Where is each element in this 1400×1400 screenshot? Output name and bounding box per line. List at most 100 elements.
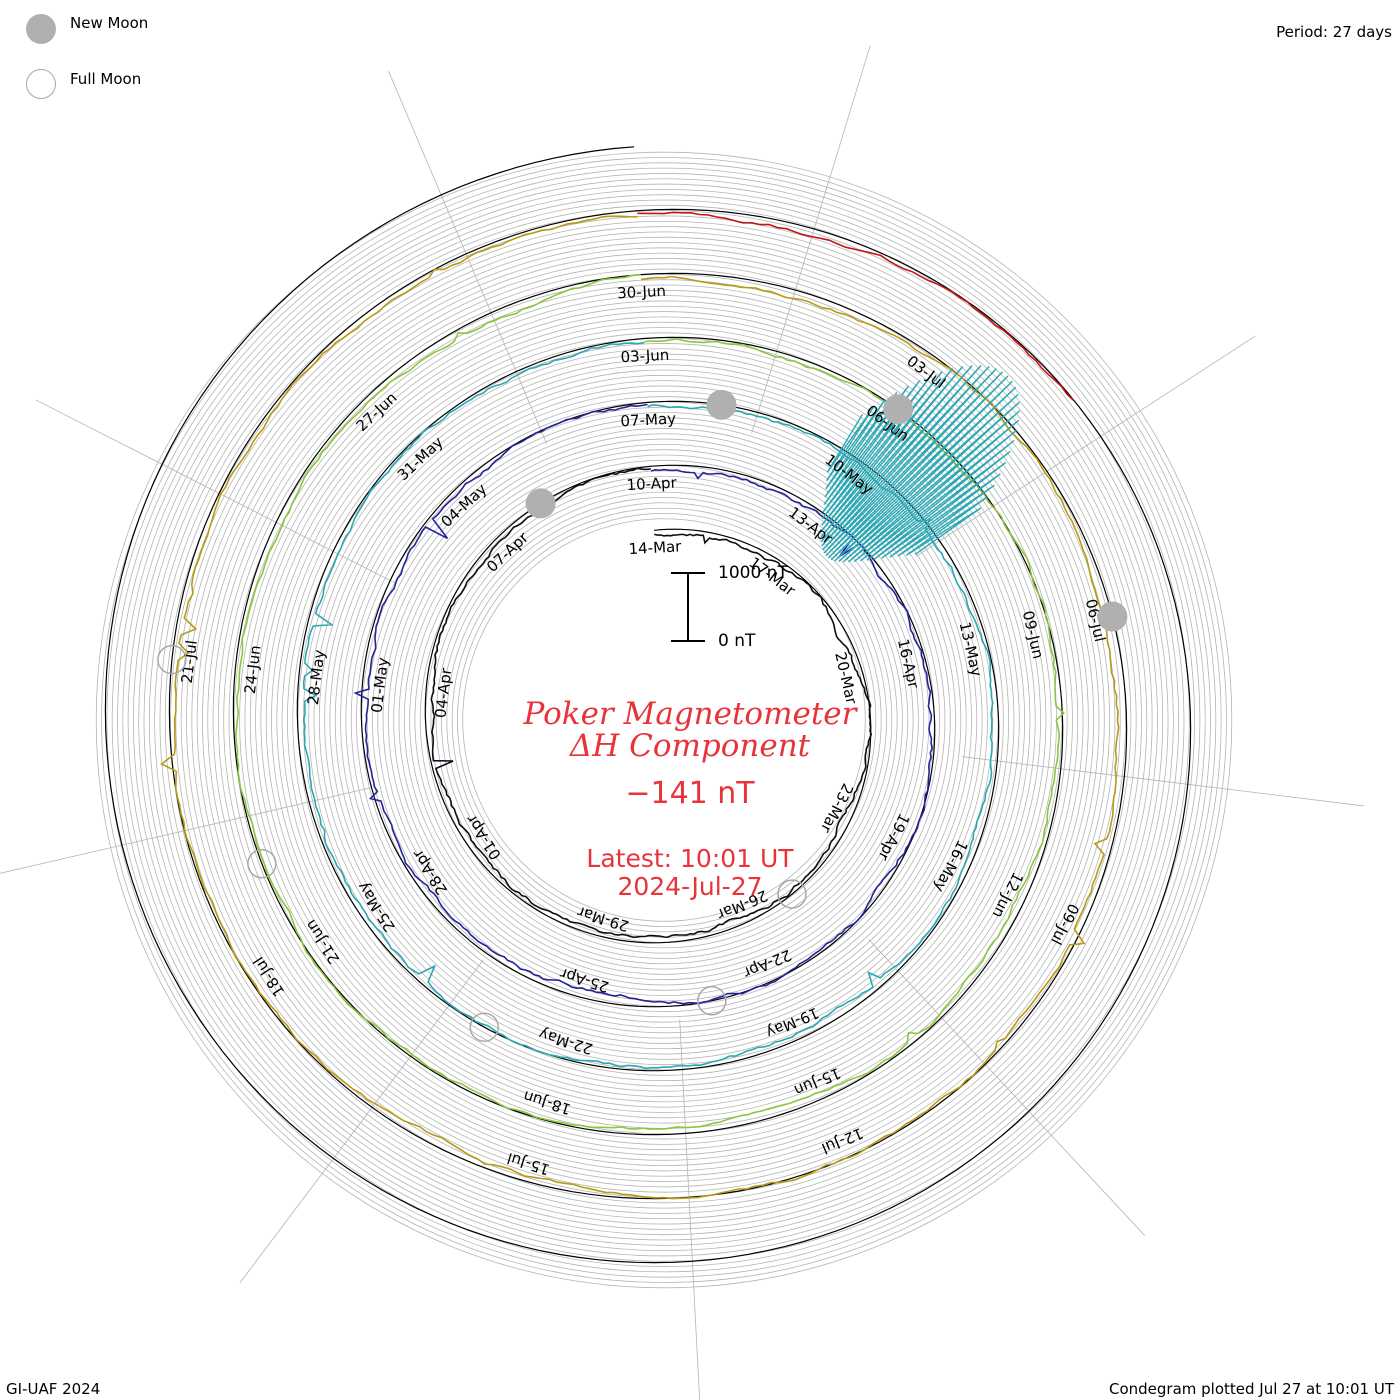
grid-ring xyxy=(217,273,1111,1167)
grid-ring xyxy=(143,199,1185,1241)
grid-ring xyxy=(95,151,1233,1289)
grid-ring xyxy=(164,220,1164,1220)
date-tick-label: 13-May xyxy=(956,620,986,678)
new-moon-marker xyxy=(706,389,737,420)
grid-ring xyxy=(239,295,1089,1145)
grid-ring xyxy=(101,157,1227,1283)
new-moon-label: New Moon xyxy=(70,14,149,32)
grid-ring xyxy=(249,305,1079,1135)
latest-time: Latest: 10:01 UT xyxy=(586,844,794,873)
date-tick-label: 21-Jul xyxy=(178,639,201,684)
latest-date: 2024-Jul-27 xyxy=(617,872,763,901)
radial-spoke xyxy=(915,335,1256,557)
date-tick-label: 07-May xyxy=(620,409,676,430)
date-tick-label: 10-Apr xyxy=(626,473,678,494)
full-moon-marker xyxy=(247,848,277,879)
grid-ring xyxy=(403,459,925,981)
moon-markers xyxy=(157,389,1128,1042)
grid-ring xyxy=(138,194,1190,1246)
current-value: −141 nT xyxy=(625,776,755,811)
new-moon-marker xyxy=(525,488,556,519)
grid-ring xyxy=(398,454,930,986)
grid-ring xyxy=(106,162,1222,1278)
series-line-turn-4 xyxy=(235,273,1065,1130)
new-moon-marker xyxy=(883,394,914,425)
grid-ring xyxy=(318,374,1010,1066)
grid-ring xyxy=(419,475,909,965)
grid-ring xyxy=(212,268,1116,1172)
grid-ring xyxy=(122,178,1206,1262)
grid-ring xyxy=(435,491,893,949)
grid-ring xyxy=(414,470,914,970)
series-line-turn-5 xyxy=(160,215,1120,1200)
series-line-turn-1 xyxy=(430,467,873,939)
radial-spoke xyxy=(751,45,871,434)
baseline-spiral-path xyxy=(104,146,1192,1264)
series-line-turn-2 xyxy=(353,403,934,1005)
date-tick-label: 30-Jun xyxy=(617,282,667,303)
new-moon-icon xyxy=(26,14,56,44)
grid-rings xyxy=(95,151,1233,1289)
series-line-turn-6 xyxy=(637,211,1074,401)
grid-ring xyxy=(287,343,1041,1097)
grid-ring xyxy=(159,215,1169,1225)
new-moon-marker xyxy=(1097,601,1128,632)
grid-ring xyxy=(308,364,1020,1076)
radial-spoke xyxy=(679,1019,701,1400)
grid-ring xyxy=(356,412,972,1028)
grid-ring xyxy=(233,289,1095,1151)
grid-ring xyxy=(281,337,1047,1103)
grid-ring xyxy=(350,406,978,1034)
full-moon-marker xyxy=(777,879,807,909)
grid-ring xyxy=(117,173,1211,1267)
grid-ring xyxy=(387,443,941,997)
date-tick-label: 09-Jul xyxy=(1047,901,1083,948)
scale-top-label: 1000 nT xyxy=(718,563,788,583)
radial-spokes xyxy=(0,45,1364,1400)
grid-ring xyxy=(228,284,1100,1156)
grid-ring xyxy=(175,231,1153,1209)
radial-spoke xyxy=(239,959,484,1284)
grid-ring xyxy=(154,210,1174,1230)
title-block: Poker Magnetometer ΔH Component −141 nT … xyxy=(440,698,940,901)
footer-right: Condegram plotted Jul 27 at 10:01 UT xyxy=(1108,1380,1394,1398)
grid-ring xyxy=(451,507,877,933)
footer-left: GI-UAF 2024 xyxy=(6,1380,101,1398)
scale-bar xyxy=(671,572,705,642)
grid-ring xyxy=(127,183,1201,1257)
grid-ring xyxy=(292,348,1036,1092)
radial-spoke xyxy=(35,399,397,585)
grid-ring xyxy=(430,486,898,954)
baseline-spiral xyxy=(104,146,1192,1264)
grid-ring xyxy=(170,226,1158,1214)
grid-ring xyxy=(340,396,988,1044)
grid-ring xyxy=(334,390,994,1050)
date-tick-label: 28-May xyxy=(304,649,329,706)
grid-ring xyxy=(196,252,1132,1188)
date-tick-label: 25-Apr xyxy=(557,964,611,996)
period-label: Period: 27 days xyxy=(1276,23,1392,41)
date-tick-label: 22-Apr xyxy=(740,946,794,982)
grid-ring xyxy=(324,380,1004,1060)
date-tick-label: 29-Mar xyxy=(574,902,631,935)
grid-ring xyxy=(111,167,1217,1273)
date-tick-label: 14-Mar xyxy=(628,537,683,558)
full-moon-marker xyxy=(469,1012,499,1042)
full-moon-icon xyxy=(26,69,56,99)
grid-ring xyxy=(148,204,1180,1236)
grid-ring xyxy=(265,321,1063,1119)
grid-ring xyxy=(462,518,866,922)
radial-spoke xyxy=(961,756,1364,807)
radial-spoke xyxy=(868,939,1146,1236)
scale-bottom-label: 0 nT xyxy=(718,631,756,651)
grid-ring xyxy=(260,316,1068,1124)
grid-ring xyxy=(372,428,956,1012)
grid-ring xyxy=(202,258,1126,1182)
grid-ring xyxy=(191,247,1137,1193)
date-tick-label: 15-Jul xyxy=(505,1149,552,1179)
full-moon-label: Full Moon xyxy=(70,70,142,88)
grid-ring xyxy=(382,438,946,1002)
grid-ring xyxy=(244,300,1084,1140)
date-tick-label: 24-Jun xyxy=(241,644,265,695)
grid-ring xyxy=(132,188,1196,1252)
